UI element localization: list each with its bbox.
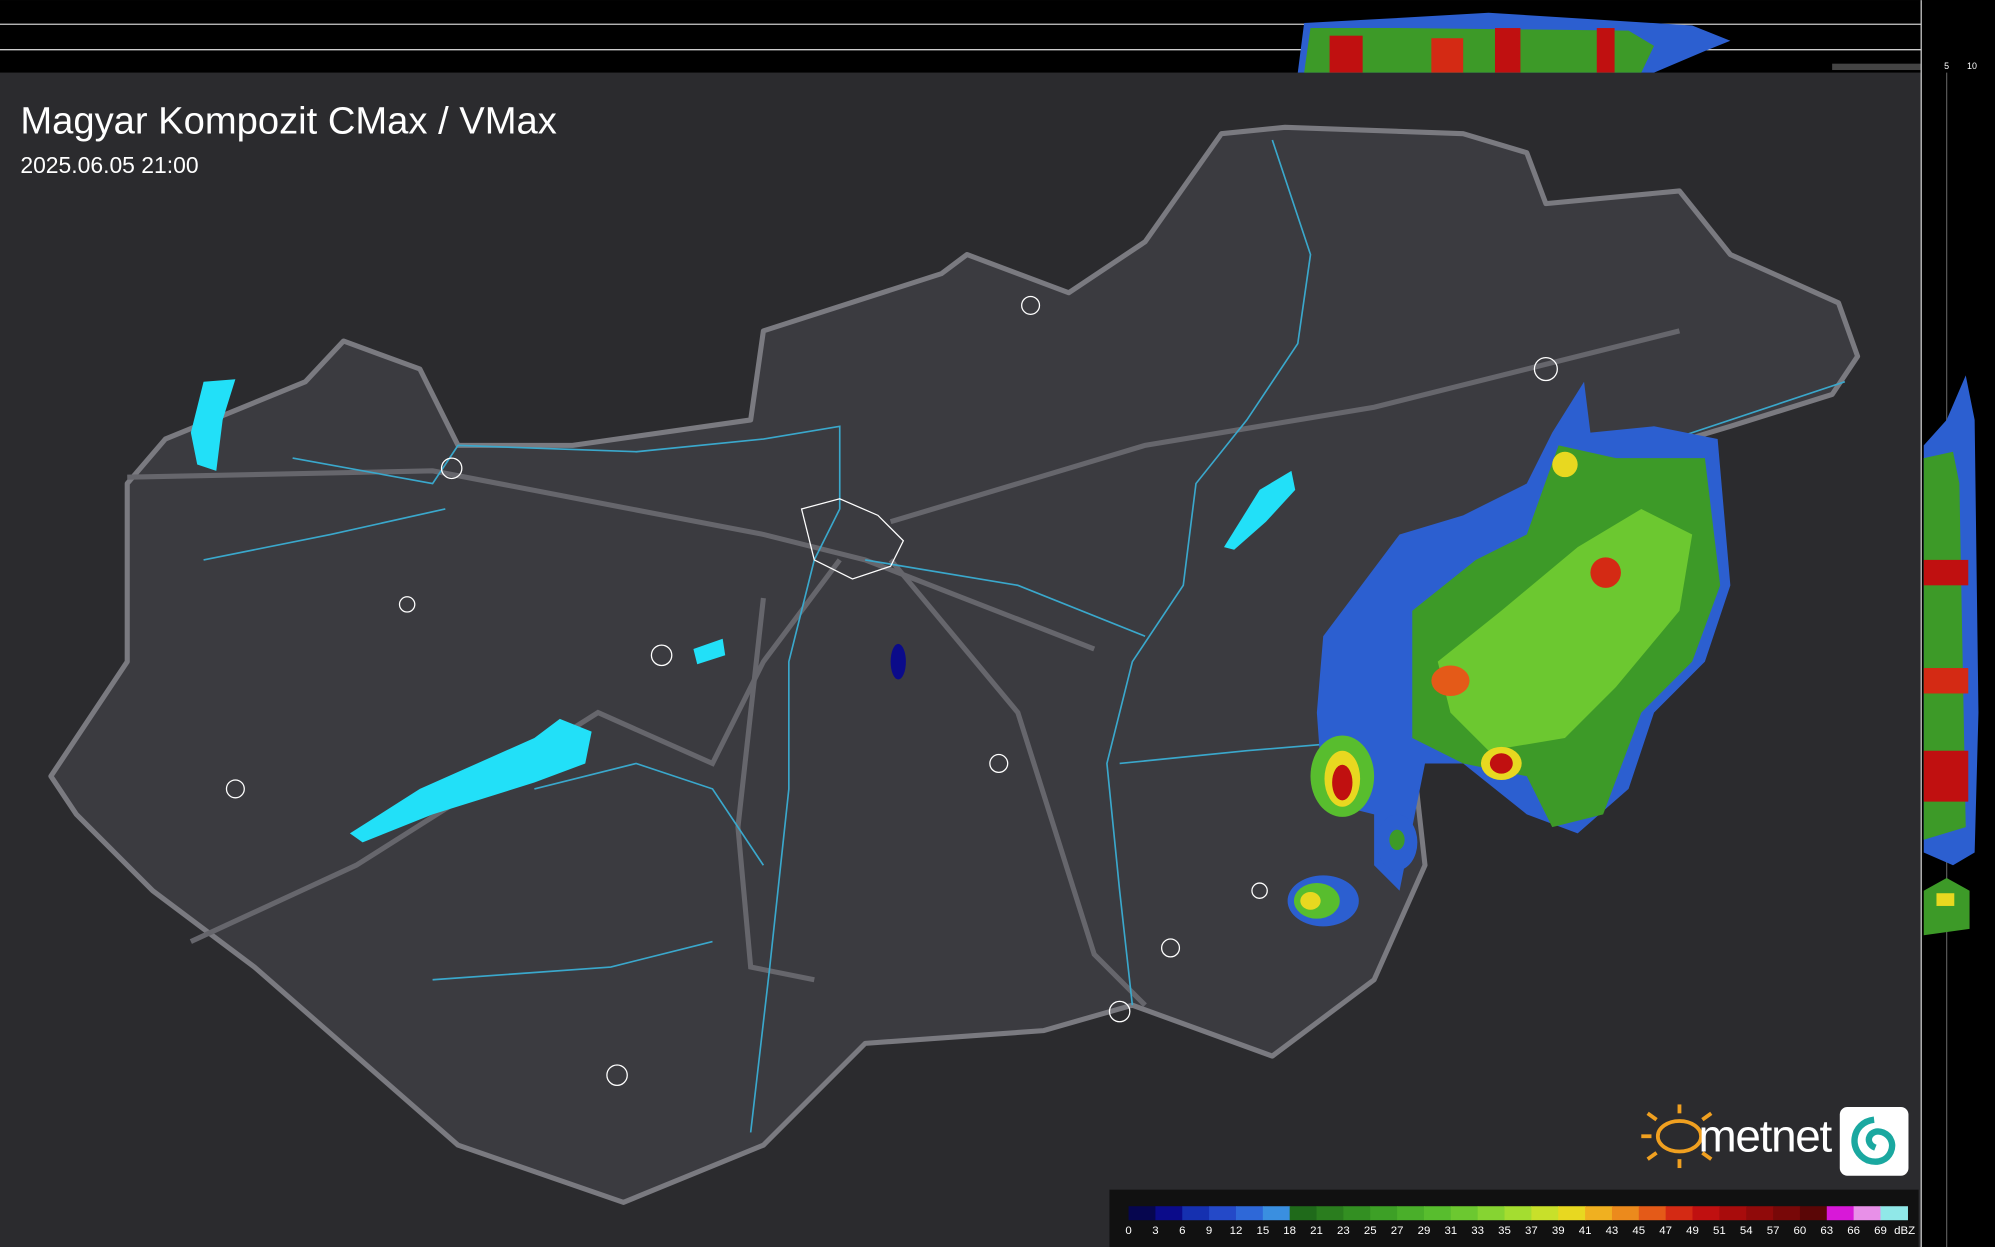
legend-swatch (1531, 1206, 1559, 1221)
legend-label: 15 (1256, 1225, 1269, 1237)
legend-label: 54 (1740, 1225, 1753, 1237)
legend-swatch (1773, 1206, 1801, 1221)
radar-echoes (890, 381, 1731, 927)
legend-swatch (1880, 1206, 1908, 1221)
legend-swatch (1235, 1206, 1264, 1221)
legend-label: 12 (1230, 1225, 1243, 1237)
legend-swatch (1692, 1206, 1720, 1221)
lakes (190, 379, 1296, 843)
legend-swatch (1209, 1206, 1237, 1221)
legend-swatch (1155, 1206, 1183, 1221)
side-profile-tick: 5 (1944, 61, 1949, 71)
legend-swatch (1638, 1206, 1667, 1221)
legend-label: 37 (1525, 1225, 1538, 1237)
legend-swatch (1370, 1206, 1398, 1221)
legend-swatch (1128, 1206, 1157, 1221)
legend-label: 31 (1444, 1225, 1457, 1237)
legend-label: 33 (1471, 1225, 1484, 1237)
country-outline (48, 124, 1861, 1205)
legend-swatch (1665, 1206, 1694, 1221)
roads (127, 328, 1681, 1007)
legend-label: 29 (1418, 1225, 1431, 1237)
legend-label: 41 (1579, 1225, 1592, 1237)
legend-label: 39 (1552, 1225, 1565, 1237)
top-profile-echoes (1297, 12, 1922, 73)
legend-swatch (1262, 1206, 1291, 1221)
legend-swatch (1289, 1206, 1318, 1221)
legend-label: 9 (1206, 1225, 1212, 1237)
legend-label: 69 (1874, 1225, 1887, 1237)
legend-label: 3 (1152, 1225, 1158, 1237)
legend-swatch (1826, 1206, 1855, 1221)
legend-label: 47 (1659, 1225, 1672, 1237)
legend-swatch (1799, 1206, 1828, 1221)
legend-swatch (1423, 1206, 1452, 1221)
legend-label: 0 (1125, 1225, 1131, 1237)
legend-label: 18 (1283, 1225, 1296, 1237)
side-profile-echoes (1923, 375, 1979, 936)
legend-label: 60 (1794, 1225, 1807, 1237)
legend-unit: dBZ (1894, 1225, 1915, 1237)
map-timestamp: 2025.06.05 21:00 (20, 152, 198, 178)
legend-label: 49 (1686, 1225, 1699, 1237)
legend-label: 6 (1179, 1225, 1185, 1237)
map-title: Magyar Kompozit CMax / VMax (20, 100, 556, 143)
logo-text: metnet (1699, 1111, 1833, 1162)
legend-label: 57 (1767, 1225, 1780, 1237)
legend-swatch (1477, 1206, 1506, 1221)
legend-swatch (1450, 1206, 1479, 1221)
legend-label: 43 (1606, 1225, 1619, 1237)
legend-label: 35 (1498, 1225, 1511, 1237)
legend-label: 23 (1337, 1225, 1350, 1237)
legend-swatch (1397, 1206, 1425, 1221)
legend-label: 27 (1391, 1225, 1404, 1237)
legend-swatch (1558, 1206, 1586, 1221)
legend-label: 63 (1820, 1225, 1833, 1237)
legend-label: 25 (1364, 1225, 1377, 1237)
logo: metnet (1641, 1104, 1909, 1176)
legend-label: 66 (1847, 1225, 1860, 1237)
side-profile-tick: 10 (1967, 61, 1977, 71)
legend-swatch (1746, 1206, 1774, 1221)
legend-swatch (1853, 1206, 1882, 1221)
legend-swatch (1343, 1206, 1371, 1221)
legend-label: 51 (1713, 1225, 1726, 1237)
legend-swatch (1719, 1206, 1747, 1221)
legend-label: 21 (1310, 1225, 1323, 1237)
legend: 0 3 6 9 12 15 18 21 23 25 27 29 31 33 35 37 39 41 43 45 47 49… (1125, 1206, 1915, 1237)
legend-swatch (1182, 1206, 1210, 1221)
legend-swatch (1585, 1206, 1613, 1221)
legend-swatch (1611, 1206, 1640, 1221)
legend-label: 45 (1632, 1225, 1645, 1237)
legend-swatch (1316, 1206, 1345, 1221)
legend-swatch (1504, 1206, 1533, 1221)
